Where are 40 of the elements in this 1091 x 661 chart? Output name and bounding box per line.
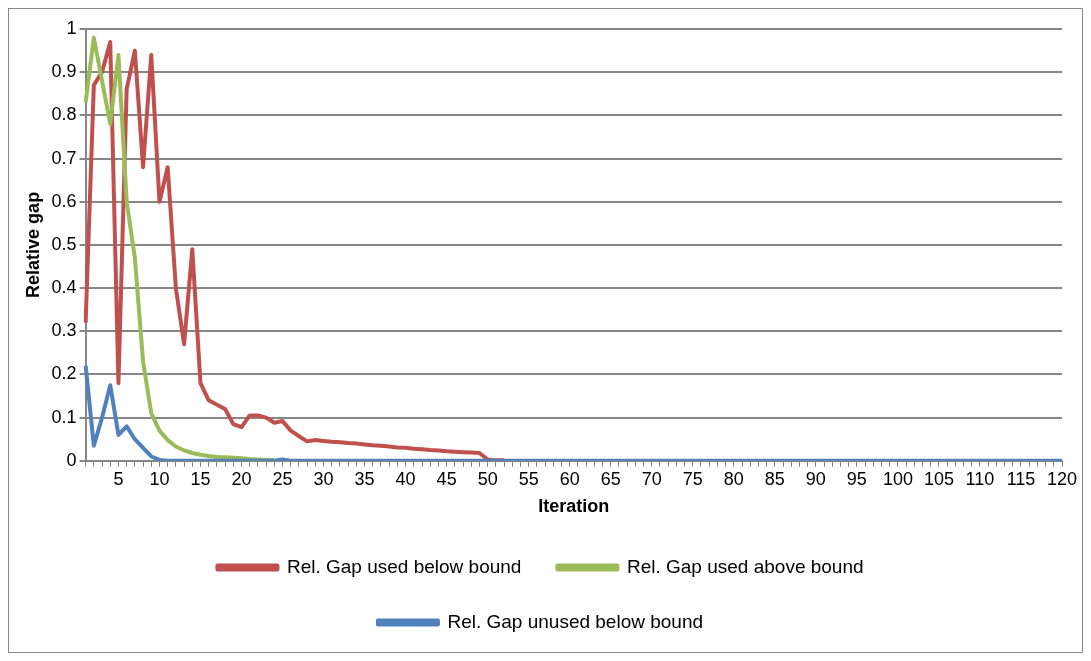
x-tick-label: 50 [477,468,498,489]
x-tick-label: 70 [641,468,662,489]
x-tick-label: 55 [518,468,539,489]
x-tick-label: 95 [846,468,867,489]
x-tick-label: 90 [805,468,826,489]
legend-label: Rel. Gap used below bound [286,555,522,577]
x-tick-label: 110 [965,468,995,489]
legend-label: Rel. Gap used above bound [626,555,864,577]
x-tick-label: 30 [313,468,334,489]
x-tick-label: 65 [600,468,621,489]
x-tick-label: 25 [272,468,293,489]
x-tick-label: 20 [231,468,252,489]
x-tick-label: 120 [1046,468,1078,489]
y-tick-label: 0.5 [51,233,77,254]
y-tick-label: 0.7 [51,147,77,168]
x-tick-label: 60 [559,468,580,489]
x-tick-label: 100 [882,468,913,489]
x-tick-label: 15 [190,468,211,489]
y-tick-label: 0.9 [51,61,77,82]
y-tick-label: 0.1 [51,406,77,427]
x-tick-label: 45 [436,468,457,489]
y-axis-title: Relative gap [22,191,43,298]
x-tick-label: 80 [723,468,744,489]
x-tick-label: 105 [923,468,954,489]
x-tick-label: 5 [113,468,124,489]
y-tick-label: 1 [66,17,77,38]
x-tick-label: 85 [764,468,785,489]
x-tick-label: 115 [1006,468,1036,489]
legend-label: Rel. Gap unused below bound [447,610,704,632]
y-tick-label: 0.6 [51,190,77,211]
x-tick-label: 10 [149,468,170,489]
y-tick-label: 0 [66,449,77,470]
x-tick-label: 40 [395,468,416,489]
x-tick-label: 75 [682,468,703,489]
x-tick-label: 35 [354,468,375,489]
x-axis-title: Iteration [538,496,610,517]
y-tick-label: 0.8 [51,104,77,125]
y-tick-label: 0.4 [51,277,77,298]
y-tick-label: 0.2 [51,363,77,384]
y-tick-label: 0.3 [51,320,77,341]
